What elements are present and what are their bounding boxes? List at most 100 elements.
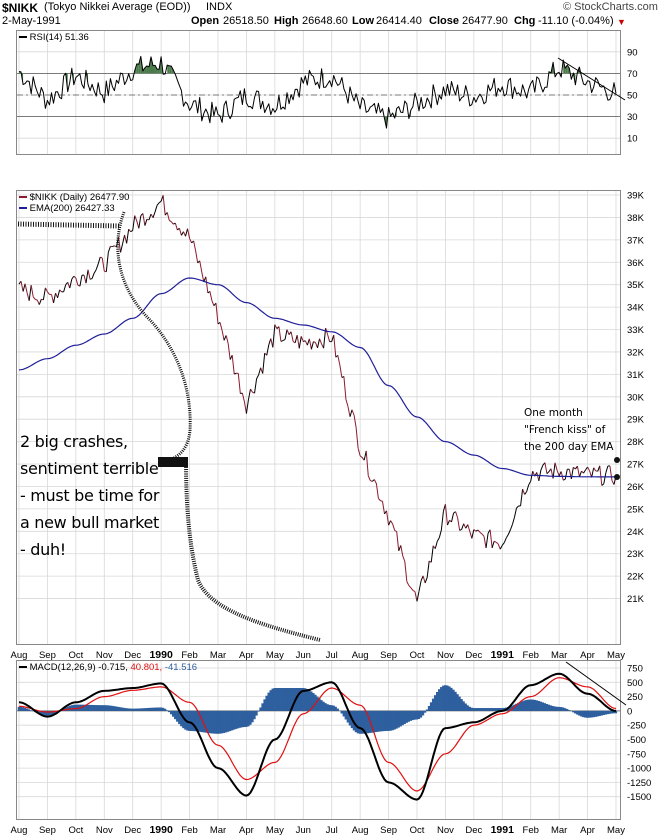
y-tick-label: -250 — [627, 721, 646, 732]
price-segment — [457, 517, 461, 531]
price-segment — [296, 335, 300, 349]
x-tick-label: Aug — [352, 825, 369, 836]
macd-legend: MACD(12,26,9) -0.715, 40.801, -41.516 — [19, 662, 197, 673]
price-segment — [227, 343, 231, 360]
price-segment — [193, 240, 197, 252]
price-segment — [408, 585, 412, 589]
macd-hist-bar — [523, 700, 526, 711]
price-segment — [262, 353, 266, 374]
macd-hist-bar — [498, 708, 502, 711]
price-segment — [211, 300, 215, 306]
macd-hist-bar — [462, 701, 465, 711]
x-tick-label: Aug — [11, 825, 28, 836]
macd-hist-bar — [429, 702, 433, 711]
macd-line — [18, 672, 617, 801]
price-segment — [406, 581, 410, 586]
price-segment — [44, 287, 48, 293]
price-segment — [53, 293, 57, 303]
macd-hist-bar — [539, 701, 542, 711]
macd-hist-bar — [42, 710, 45, 716]
price-segment — [530, 470, 534, 482]
price-segment — [63, 284, 67, 292]
x-tick-label: Apr — [239, 825, 254, 836]
macd-hist-bar — [127, 708, 130, 711]
price-segment — [528, 480, 532, 486]
price-segment — [333, 334, 337, 358]
price-segment — [303, 340, 306, 342]
y-tick-label: 37K — [627, 235, 645, 246]
price-x-axis: Aug Sep Oct Nov Dec 1990 Feb Mar Apr May Jun Jul Aug… — [11, 649, 626, 661]
price-segment — [420, 575, 424, 581]
price-segment — [388, 520, 392, 526]
price-segment — [59, 289, 62, 293]
price-segment — [112, 245, 115, 248]
macd-hist-bar — [188, 710, 191, 731]
macd-hist-bar — [421, 710, 425, 716]
price-segment — [38, 299, 42, 305]
macd-hist-bar — [403, 710, 406, 724]
macd-hist-bar — [88, 704, 92, 711]
price-segment — [219, 322, 223, 331]
macd-hist-bar — [584, 710, 587, 718]
macd-hist-bar — [537, 700, 540, 711]
price-segment — [605, 465, 609, 473]
macd-hist-bar — [348, 710, 352, 726]
x-tick-label: Nov — [437, 650, 454, 661]
price-segment — [349, 409, 353, 417]
price-segment — [97, 256, 101, 265]
macd-hist-bar — [119, 707, 122, 711]
macd-hist-bar — [176, 710, 179, 722]
price-segment — [491, 541, 495, 549]
macd-hist-bar — [458, 696, 461, 711]
rsi-overbought-fill — [173, 70, 176, 75]
macd-hist-bar — [216, 710, 220, 734]
price-segment — [234, 372, 237, 375]
macd-hist-bar — [54, 710, 57, 714]
macd-hist-bar — [247, 710, 250, 727]
macd-hist-bar — [578, 710, 581, 716]
price-segment — [461, 523, 465, 530]
price-segment — [142, 213, 146, 226]
macd-hist-bar — [371, 710, 374, 733]
macd-hist-bar — [456, 694, 459, 711]
price-segment — [317, 338, 321, 348]
y-tick-label: 35K — [627, 280, 645, 291]
x-tick-label: May — [266, 650, 284, 661]
macd-hist-bar — [224, 710, 228, 733]
macd-hist-bar — [206, 710, 209, 733]
macd-hist-bar — [159, 707, 163, 711]
price-segment — [166, 212, 170, 221]
price-segment — [308, 338, 312, 350]
y-tick-label: -750 — [627, 749, 646, 760]
macd-hist-bar — [557, 706, 561, 711]
macd-hist-bar — [474, 708, 477, 711]
price-segment — [436, 537, 440, 542]
price-segment — [162, 195, 166, 216]
macd-hist-bar — [23, 707, 27, 711]
price-segment — [544, 462, 548, 474]
macd-hist-bar — [304, 688, 307, 711]
macd-hist-bar — [588, 710, 591, 718]
macd-hist-bar — [529, 699, 532, 711]
macd-hist-bar — [375, 710, 378, 733]
price-segment — [209, 291, 213, 301]
macd-hist-bar — [389, 710, 392, 731]
x-tick-label: Aug — [11, 650, 28, 661]
price-segment — [467, 524, 471, 532]
macd-hist-bar — [551, 706, 555, 711]
price-segment — [300, 336, 304, 342]
price-segment — [473, 529, 477, 532]
price-segment — [471, 529, 475, 539]
x-tick-label: Jun — [296, 825, 311, 836]
macd-hist-bar — [334, 706, 337, 711]
macd-hist-bar — [480, 708, 484, 711]
macd-hist-bar — [452, 689, 455, 711]
price-segment — [178, 228, 182, 236]
price-segment — [215, 303, 219, 325]
macd-hist-bar — [214, 710, 218, 734]
rsi-overbought-fill — [155, 65, 158, 74]
macd-hist-bar — [273, 688, 276, 711]
ema-legend-text: EMA(200) 26427.33 — [29, 203, 115, 214]
macd-hist-bar — [212, 710, 216, 734]
macd-hist-bar — [515, 703, 518, 711]
